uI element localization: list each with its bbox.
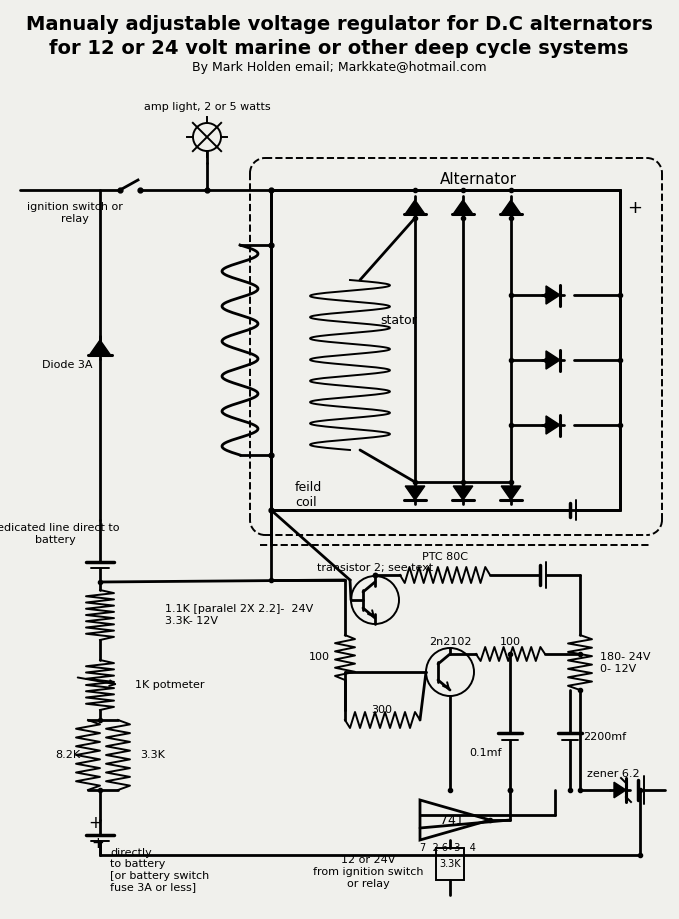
Text: +: +	[627, 199, 642, 217]
Polygon shape	[501, 486, 521, 500]
Polygon shape	[405, 200, 425, 214]
Text: zener 6.2: zener 6.2	[587, 769, 640, 779]
Bar	[436, 848, 464, 880]
Text: ignition switch or
relay: ignition switch or relay	[27, 202, 123, 224]
Text: +: +	[88, 814, 102, 832]
Polygon shape	[453, 486, 473, 500]
Polygon shape	[90, 340, 111, 355]
Text: Diode 3A: Diode 3A	[41, 360, 92, 370]
Text: 1.1K [paralel 2X 2.2]-  24V
3.3K- 12V: 1.1K [paralel 2X 2.2]- 24V 3.3K- 12V	[165, 604, 313, 626]
Polygon shape	[614, 782, 626, 798]
Text: PTC 80C: PTC 80C	[422, 552, 468, 562]
Text: 12 or 24V
from ignition switch
or relay: 12 or 24V from ignition switch or relay	[313, 856, 423, 889]
Polygon shape	[405, 486, 425, 500]
Text: 741: 741	[440, 813, 464, 826]
Text: 300: 300	[371, 705, 392, 715]
Text: stator: stator	[380, 313, 417, 326]
Text: 180- 24V
0- 12V: 180- 24V 0- 12V	[600, 652, 650, 674]
Text: 2n2102: 2n2102	[428, 637, 471, 647]
Polygon shape	[546, 351, 560, 369]
Text: 3.3K: 3.3K	[439, 859, 461, 869]
Polygon shape	[453, 200, 473, 214]
Text: for 12 or 24 volt marine or other deep cycle systems: for 12 or 24 volt marine or other deep c…	[50, 39, 629, 58]
Text: 8.2K: 8.2K	[55, 750, 80, 760]
Text: dedicated line direct to
battery: dedicated line direct to battery	[0, 523, 120, 545]
Text: Alternator: Alternator	[440, 173, 517, 187]
Text: 0.1mf: 0.1mf	[469, 748, 502, 758]
Text: 1K potmeter: 1K potmeter	[135, 680, 204, 690]
Polygon shape	[501, 200, 521, 214]
Polygon shape	[546, 286, 560, 304]
Text: 2200mf: 2200mf	[583, 732, 627, 742]
Text: amp light, 2 or 5 watts: amp light, 2 or 5 watts	[144, 102, 270, 112]
Text: 7  2 6  3   4: 7 2 6 3 4	[420, 843, 476, 853]
Text: 3.3K: 3.3K	[140, 750, 165, 760]
Text: directly
to battery
[or battery switch
fuse 3A or less]: directly to battery [or battery switch f…	[110, 847, 209, 892]
Text: transistor 2; see text: transistor 2; see text	[317, 563, 433, 573]
Text: feild
coil: feild coil	[295, 481, 323, 509]
Text: +: +	[92, 835, 105, 850]
Text: Manualy adjustable voltage regulator for D.C alternators: Manualy adjustable voltage regulator for…	[26, 16, 653, 35]
Text: 100: 100	[309, 652, 330, 662]
Text: By Mark Holden email; Markkate@hotmail.com: By Mark Holden email; Markkate@hotmail.c…	[191, 62, 486, 74]
Text: 100: 100	[500, 637, 521, 647]
Polygon shape	[546, 416, 560, 434]
